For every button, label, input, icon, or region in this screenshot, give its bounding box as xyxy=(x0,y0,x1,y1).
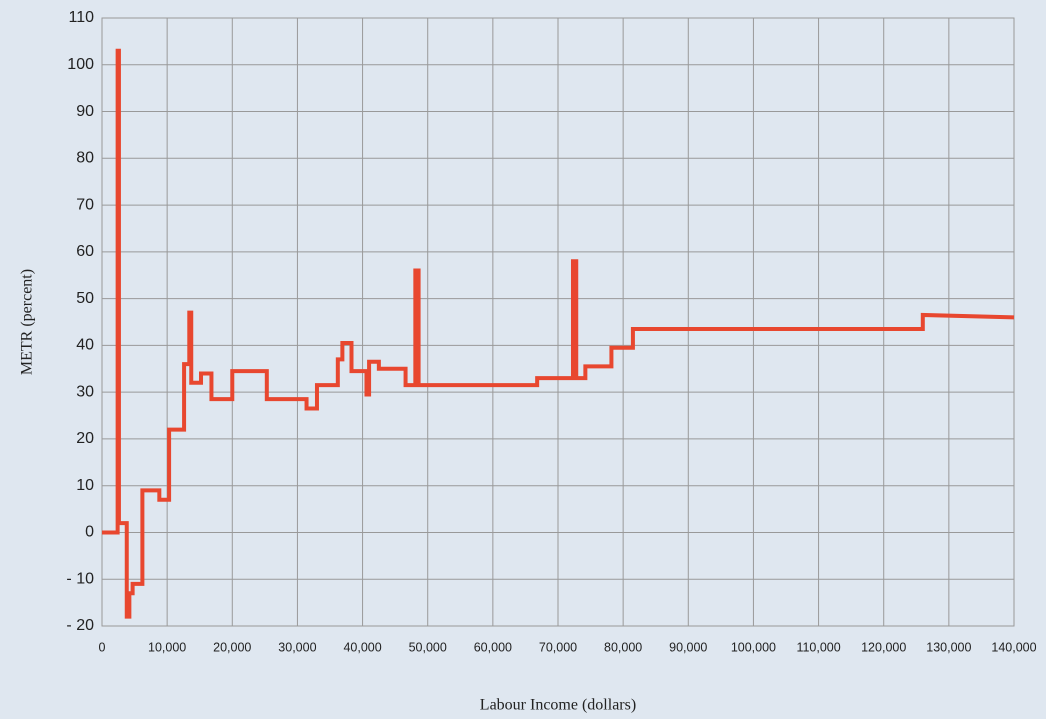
x-tick-label: 130,000 xyxy=(926,640,971,654)
x-tick-label: 140,000 xyxy=(991,640,1036,654)
x-tick-label: 100,000 xyxy=(731,640,776,654)
x-tick-label: 10,000 xyxy=(148,640,186,654)
x-tick-label: 0 xyxy=(99,640,106,654)
y-tick-label: 70 xyxy=(76,196,94,213)
y-tick-label: 80 xyxy=(76,150,94,167)
x-tick-label: 40,000 xyxy=(343,640,381,654)
y-tick-label: - 10 xyxy=(66,570,94,587)
x-tick-label: 60,000 xyxy=(474,640,512,654)
y-tick-label: 0 xyxy=(85,524,94,541)
y-tick-label: 110 xyxy=(68,9,94,26)
x-tick-label: 110,000 xyxy=(796,640,840,654)
plot-border xyxy=(101,17,1015,627)
x-tick-label: 20,000 xyxy=(213,640,251,654)
y-axis-label: METR (percent) xyxy=(19,269,36,375)
x-tick-label: 70,000 xyxy=(539,640,577,654)
y-tick-label: - 20 xyxy=(66,617,94,634)
y-tick-label: 30 xyxy=(76,383,94,400)
y-tick-label: 50 xyxy=(76,290,94,307)
x-tick-label: 120,000 xyxy=(861,640,906,654)
y-tick-label: 100 xyxy=(67,56,94,73)
y-tick-label: 60 xyxy=(76,243,94,260)
y-tick-label: 90 xyxy=(76,103,94,120)
y-tick-label: 20 xyxy=(76,430,94,447)
y-tick-label: 10 xyxy=(76,477,94,494)
x-tick-label: 50,000 xyxy=(409,640,447,654)
x-tick-label: 90,000 xyxy=(669,640,707,654)
y-tick-label: 40 xyxy=(76,337,94,354)
data-line xyxy=(102,48,1015,619)
x-tick-label: 80,000 xyxy=(604,640,642,654)
x-axis-label: Labour Income (dollars) xyxy=(480,697,636,714)
x-tick-label: 30,000 xyxy=(278,640,316,654)
